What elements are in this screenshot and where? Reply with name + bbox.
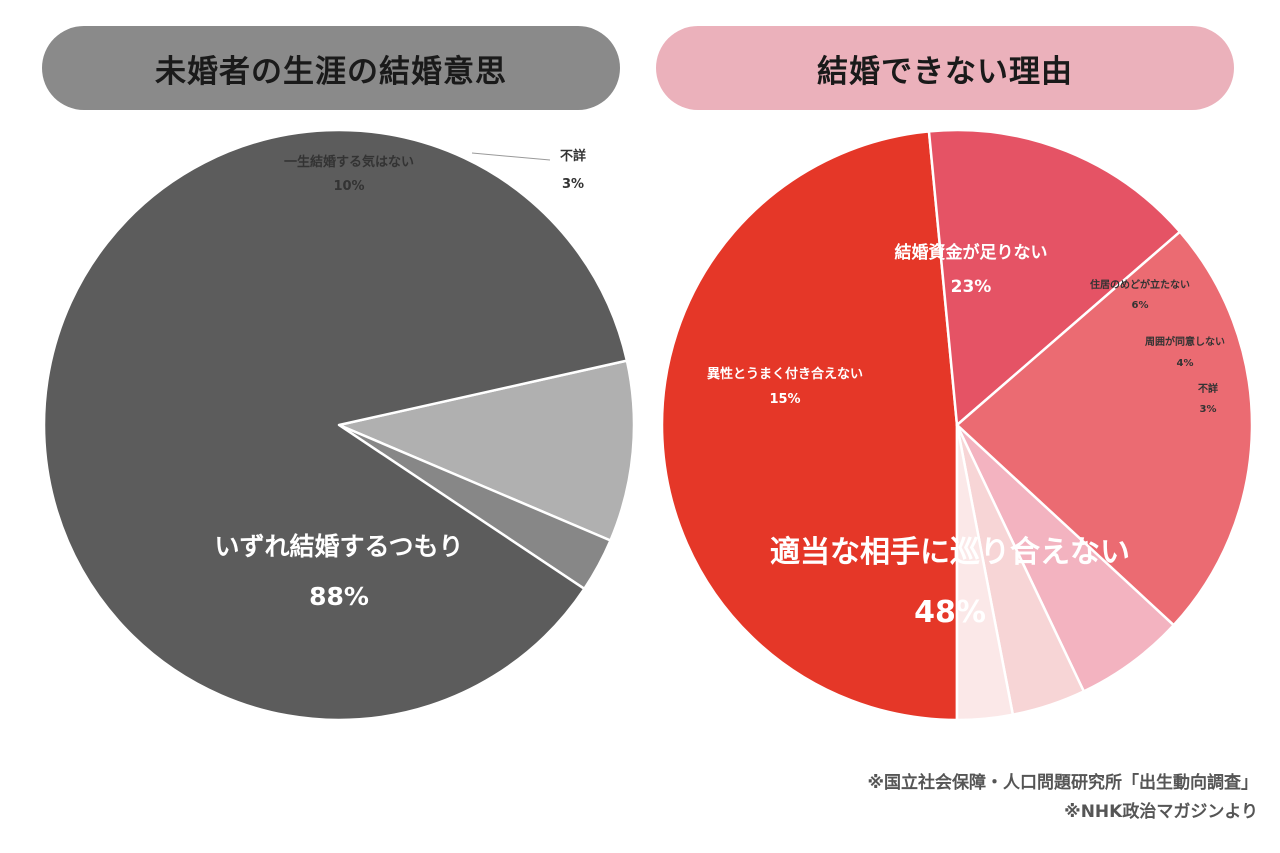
slice-label-0-2: いずれ結婚するつもり: [214, 532, 463, 561]
slice-percent-1-4: 4%: [1177, 358, 1194, 369]
pie-slice-1-2: [955, 230, 1254, 627]
pie-slice-1-0: [660, 130, 959, 722]
slice-label-1-4: 周囲が同意しない: [1145, 335, 1225, 348]
slice-label-0-1: 不詳: [560, 148, 586, 164]
slice-percent-1-5: 3%: [1200, 404, 1217, 415]
chart-title-reasons-cannot-marry: 結婚できない理由: [656, 26, 1234, 110]
slice-percent-0-0: 10%: [333, 179, 364, 194]
pie-reasons-cannot-marry: 適当な相手に巡り合えない 48% 異性とうまく付き合えない 15% 結婚資金が足りない 2…: [660, 128, 1254, 722]
footnote-credit: ※NHK政治マガジンより: [1064, 802, 1258, 822]
pie-marriage-intention: 一生結婚する気はない 10% 不詳 3% いずれ結婚するつもり 88%: [42, 128, 636, 722]
slice-label-1-0: 適当な相手に巡り合えない: [770, 535, 1130, 570]
slice-label-1-1: 異性とうまく付き合えない: [707, 366, 863, 382]
pie-slice-1-5: [955, 423, 1015, 722]
footnote-source: ※国立社会保障・人口問題研究所「出生動向調査」: [867, 773, 1258, 793]
slice-percent-1-2: 23%: [951, 277, 992, 297]
slice-label-1-3: 住居のめどが立たない: [1090, 278, 1190, 291]
slice-percent-0-1: 3%: [562, 177, 584, 192]
pie-slice-1-1: [927, 128, 1182, 427]
slice-percent-1-0: 48%: [914, 595, 986, 630]
slice-percent-1-3: 6%: [1132, 300, 1149, 311]
chart-title-marriage-intention: 未婚者の生涯の結婚意思: [42, 26, 620, 110]
pie-slice-0-2: [42, 128, 629, 722]
slice-label-1-2: 結婚資金が足りない: [895, 242, 1048, 263]
slice-percent-1-1: 15%: [769, 392, 800, 407]
slice-label-1-5: 不詳: [1198, 382, 1218, 395]
slice-percent-0-2: 88%: [309, 582, 369, 611]
pie-slice-0-0: [337, 359, 636, 542]
leader-line-0-1: [471, 152, 551, 161]
slice-label-0-0: 一生結婚する気はない: [284, 154, 414, 170]
